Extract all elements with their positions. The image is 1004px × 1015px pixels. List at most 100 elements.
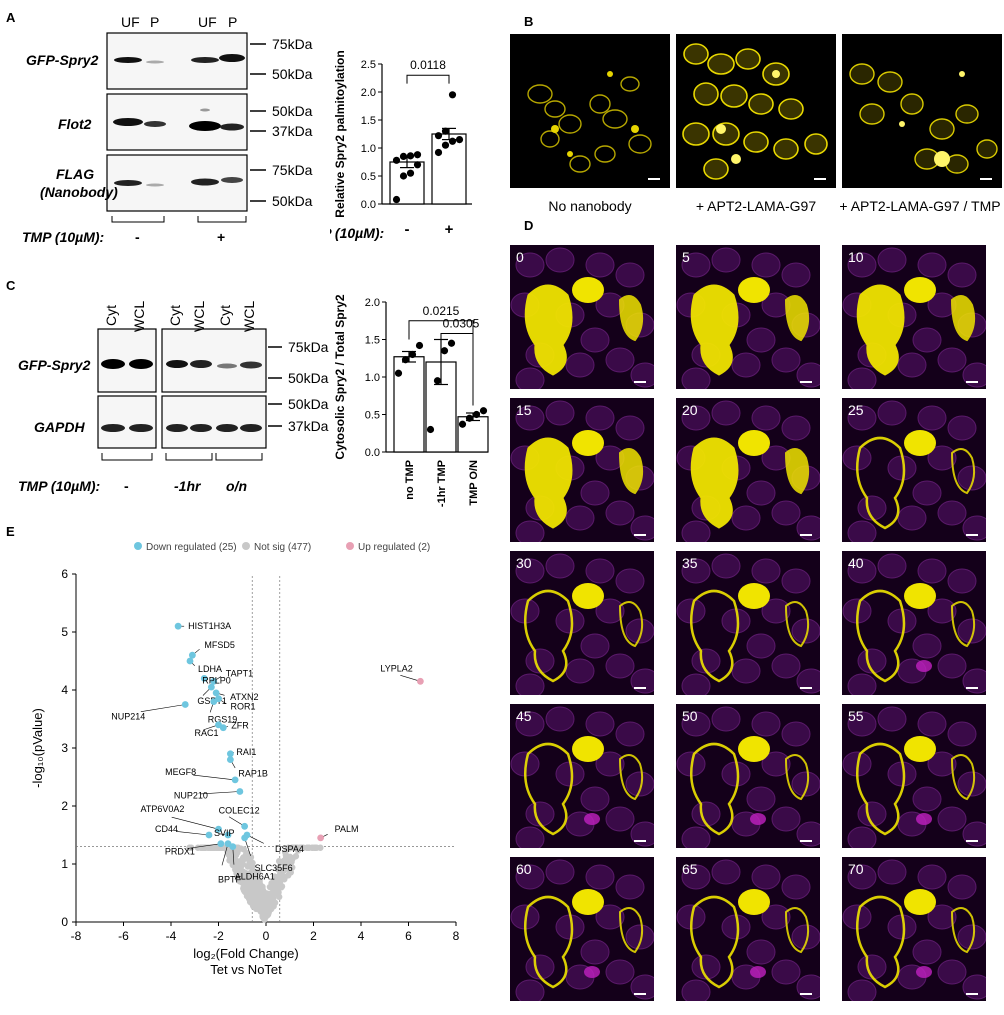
blot-row-label: GAPDH <box>34 419 85 435</box>
timepoint-label: 10 <box>848 249 864 265</box>
timepoint-label: 35 <box>682 555 698 571</box>
panel-a-bar-chart: 0.0 0.5 1.0 1.5 2.0 2.5 Relative Spry2 palmito… <box>330 50 472 241</box>
gene-label: HIST1H3A <box>188 621 231 631</box>
nonsig-point <box>243 883 250 890</box>
down-point <box>217 840 225 848</box>
timelapse-frame: 5 <box>676 245 820 389</box>
nonsig-point <box>271 873 278 880</box>
data-point <box>448 91 457 99</box>
nonsig-point <box>275 857 283 865</box>
x-tick-label: -2 <box>213 929 224 943</box>
panel-label-d: D <box>524 218 534 233</box>
nonsig-point <box>281 849 289 856</box>
data-point <box>399 152 408 160</box>
data-point <box>433 377 442 385</box>
legend-label: Down regulated (25) <box>146 542 237 553</box>
micrograph-caption: + APT2-LAMA-G97 / TMP <box>839 198 1001 214</box>
nonsig-point <box>279 873 287 880</box>
y-tick-label: 1.5 <box>361 115 376 127</box>
gene-label: ZFR <box>231 721 249 731</box>
timelapse-frame: 0 <box>510 245 654 389</box>
timelapse-frame: 55 <box>842 704 986 848</box>
down-point <box>231 776 239 784</box>
x-tick-label: 4 <box>358 929 365 943</box>
nonsig-point <box>256 878 263 886</box>
y-tick-label: 0.5 <box>361 171 376 183</box>
timepoint-label: 50 <box>682 708 698 724</box>
data-point <box>426 425 435 434</box>
nonsig-point <box>246 858 253 866</box>
timepoint-label: 65 <box>682 861 698 877</box>
micrograph-apt2-lama-g97-tmp <box>842 34 1002 188</box>
gene-label: SLC35F6 <box>255 863 293 873</box>
data-point <box>441 141 450 149</box>
y-tick-label: 2.5 <box>361 59 376 71</box>
nonsig-point <box>249 902 257 910</box>
data-point <box>465 414 474 422</box>
lane-header: Cyt <box>167 305 183 326</box>
treatment-value: - <box>124 478 129 494</box>
nonsig-point <box>298 844 305 851</box>
treatment-value: o/n <box>226 478 247 494</box>
timepoint-label: 70 <box>848 861 864 877</box>
timelapse-frame: 10 <box>842 245 986 389</box>
nonsig-point <box>262 894 270 902</box>
mw-marker: 50kDa <box>288 396 329 412</box>
treatment-label: TMP (10µM): <box>18 478 101 494</box>
nonsig-point <box>269 889 277 896</box>
nonsig-point <box>252 895 260 902</box>
gene-label: LYPLA2 <box>380 663 412 673</box>
x-tick-label: - <box>405 221 410 238</box>
panel-label-a: A <box>6 10 16 25</box>
gene-label: MEGF8 <box>165 767 196 777</box>
data-point <box>406 152 415 160</box>
significance-bracket <box>440 333 474 406</box>
mw-marker: 75kDa <box>272 36 313 52</box>
x-tick-label: -6 <box>118 929 129 943</box>
y-axis-label: Cytosolic Spry2 / Total Spry2 <box>333 294 347 459</box>
legend-label: Up regulated (2) <box>358 542 430 553</box>
lane-header: UF <box>121 14 140 30</box>
mw-marker: 50kDa <box>272 103 313 119</box>
blot-row-label: FLAG <box>56 166 95 182</box>
timepoint-label: 55 <box>848 708 864 724</box>
callout-line <box>200 791 240 795</box>
down-point <box>236 788 244 795</box>
lane-header: Cyt <box>103 305 119 326</box>
lane-header: P <box>150 14 160 30</box>
blot-row-label: GFP-Spry2 <box>18 357 91 373</box>
panel-label-e: E <box>6 524 15 539</box>
gene-label: MFSD5 <box>204 640 235 650</box>
blot-row-label: (Nanobody) <box>40 184 118 200</box>
nonsig-point <box>317 844 324 851</box>
data-point <box>394 369 403 377</box>
nonsig-point <box>275 865 283 873</box>
gene-label: NUP214 <box>111 712 145 722</box>
data-point <box>401 356 410 364</box>
timepoint-label: 45 <box>516 708 532 724</box>
timepoint-label: 20 <box>682 402 698 418</box>
y-tick-label: 1 <box>61 857 68 871</box>
nonsig-point <box>250 890 257 897</box>
timelapse-frame: 20 <box>676 398 820 542</box>
timepoint-label: 25 <box>848 402 864 418</box>
y-tick-label: 2 <box>61 799 68 813</box>
timepoint-label: 15 <box>516 402 532 418</box>
lane-header: WCL <box>131 300 147 332</box>
y-tick-label: 2.0 <box>365 297 380 309</box>
p-value: 0.0118 <box>410 58 446 72</box>
x-tick-label: 2 <box>310 929 317 943</box>
nonsig-point <box>244 870 251 877</box>
down-point <box>241 834 249 842</box>
data-point <box>447 339 456 347</box>
callout-line <box>176 831 210 836</box>
x-tick-label: 0 <box>263 929 270 943</box>
y-tick-label: 0 <box>61 915 68 929</box>
down-point <box>200 675 208 682</box>
down-point <box>210 677 218 685</box>
timepoint-label: 0 <box>516 249 524 265</box>
y-tick-label: 4 <box>61 683 68 697</box>
down-point <box>174 622 182 630</box>
gene-label: RAC1 <box>195 728 219 738</box>
gene-label: CD44 <box>155 824 178 834</box>
